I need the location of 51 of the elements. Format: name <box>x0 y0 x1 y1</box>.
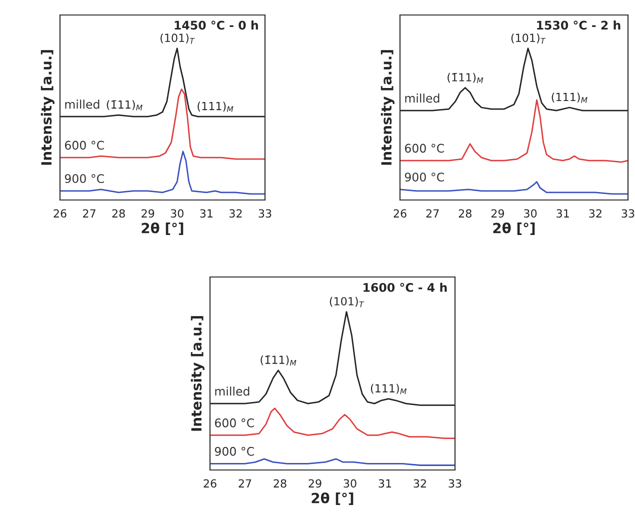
series-label: 600 °C <box>404 144 444 153</box>
y-axis-title: Intensity [a.u.] <box>380 50 394 165</box>
annotation: (111)$_{M}$ <box>198 102 234 112</box>
x-tick-label: 31 <box>378 479 392 488</box>
x-tick-label: 26 <box>394 209 406 218</box>
annotation: (101)$_{T}$ <box>330 296 364 308</box>
annotation: (111)$_{M}$ <box>370 384 406 394</box>
chart-title: 1450 °C - 0 h <box>174 20 258 30</box>
x-axis-title: 2θ [°] <box>142 222 184 235</box>
x-tick-label: 31 <box>556 209 569 218</box>
series-label: 900 °C <box>64 174 104 184</box>
x-tick-label: 28 <box>458 209 472 218</box>
x-tick-label: 28 <box>112 209 125 218</box>
x-tick-label: 32 <box>589 209 602 218</box>
x-axis-title: 2θ [°] <box>312 492 354 505</box>
series-label: 900 °C <box>404 172 444 182</box>
series-label: milled <box>215 386 250 396</box>
x-tick-label: 31 <box>200 209 212 218</box>
chart-title: 1530 °C - 2 h <box>537 20 620 30</box>
y-axis-title: Intensity [a.u.] <box>190 316 204 431</box>
x-tick-label: 29 <box>142 209 154 218</box>
x-tick-label: 33 <box>448 479 462 488</box>
x-tick-label: 26 <box>54 209 66 218</box>
series-label: milled <box>405 94 440 103</box>
series-label: 600 °C <box>214 418 254 428</box>
x-tick-label: 33 <box>622 209 634 218</box>
x-tick-label: 29 <box>491 209 504 218</box>
x-tick-label: 27 <box>426 209 439 218</box>
annotation: (1̄11)$_{M}$ <box>106 100 142 110</box>
x-tick-label: 27 <box>238 479 252 488</box>
x-tick-label: 32 <box>229 209 242 218</box>
annotation: (1̄11)$_{M}$ <box>448 72 484 84</box>
series-label: milled <box>65 100 100 109</box>
series-label: 900 °C <box>214 446 254 456</box>
x-tick-label: 30 <box>344 479 356 488</box>
annotation: (101)$_{T}$ <box>160 33 195 44</box>
x-tick-label: 27 <box>83 209 96 218</box>
x-tick-label: 30 <box>524 209 537 218</box>
y-axis-title: Intensity [a.u.] <box>40 50 54 165</box>
annotation: (1̄11)$_{M}$ <box>260 355 296 366</box>
x-tick-label: 29 <box>308 479 322 488</box>
chart-title: 1600 °C - 4 h <box>364 282 447 292</box>
x-tick-label: 33 <box>258 209 272 218</box>
x-tick-label: 28 <box>274 479 286 488</box>
annotation: (101)$_{T}$ <box>511 33 546 44</box>
series-label: 600 °C <box>64 140 104 150</box>
x-tick-label: 26 <box>204 479 216 488</box>
x-tick-label: 32 <box>414 479 426 488</box>
x-axis-title: 2θ [°] <box>493 222 535 235</box>
x-tick-label: 30 <box>170 209 184 218</box>
annotation: (111)$_{M}$ <box>552 92 588 103</box>
